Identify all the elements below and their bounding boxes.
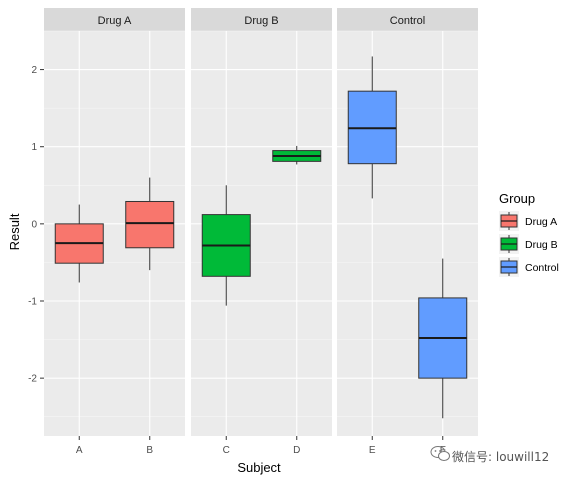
box-A	[54, 204, 104, 283]
facet-strip-label: Control	[390, 15, 425, 27]
legend-item: Drug A	[499, 211, 557, 231]
legend-label: Drug A	[525, 216, 557, 228]
watermark-text: 微信号: louwill12	[452, 450, 549, 464]
x-axis-title: Subject	[237, 460, 281, 475]
y-tick-label: -2	[28, 374, 37, 385]
x-tick-label: C	[223, 445, 230, 456]
legend-title: Group	[499, 191, 535, 206]
y-axis-title: Result	[7, 213, 22, 250]
facet-strip-label: Drug A	[98, 15, 132, 27]
x-tick-label: B	[146, 445, 153, 456]
legend-label: Drug B	[525, 239, 558, 251]
facet-panel: Drug B C D	[191, 8, 332, 456]
facet-panels: Drug A A B Drug B C D Control E F	[44, 8, 478, 456]
x-tick-label: E	[369, 445, 376, 456]
watermark: 微信号: louwill12	[430, 446, 549, 464]
box-F	[418, 258, 468, 419]
y-tick-label: 0	[31, 219, 37, 230]
facet-panel: Control E F	[337, 8, 478, 456]
x-tick-label: D	[293, 445, 300, 456]
y-tick-label: -1	[28, 297, 37, 308]
box-E	[347, 56, 397, 199]
x-tick-label: F	[440, 445, 446, 456]
y-axis: -2 -1 0 1 2	[28, 65, 44, 385]
box-D	[272, 145, 322, 165]
facet-panel: Drug A A B	[44, 8, 185, 456]
box-C	[201, 185, 251, 306]
wechat-icon	[430, 446, 450, 461]
y-tick-label: 1	[31, 142, 37, 153]
y-tick-label: 2	[31, 65, 37, 76]
facet-strip	[44, 8, 185, 31]
facet-strip-label: Drug B	[244, 15, 278, 27]
legend-label: Control	[525, 262, 559, 274]
box-B	[125, 177, 175, 271]
legend-item: Drug B	[499, 234, 558, 254]
legend: Group Drug A Drug B Control	[499, 191, 559, 277]
x-tick-label: A	[76, 445, 83, 456]
facet-strip	[337, 8, 478, 31]
facet-strip	[191, 8, 332, 31]
box-body	[125, 200, 175, 249]
legend-item: Control	[499, 257, 559, 277]
